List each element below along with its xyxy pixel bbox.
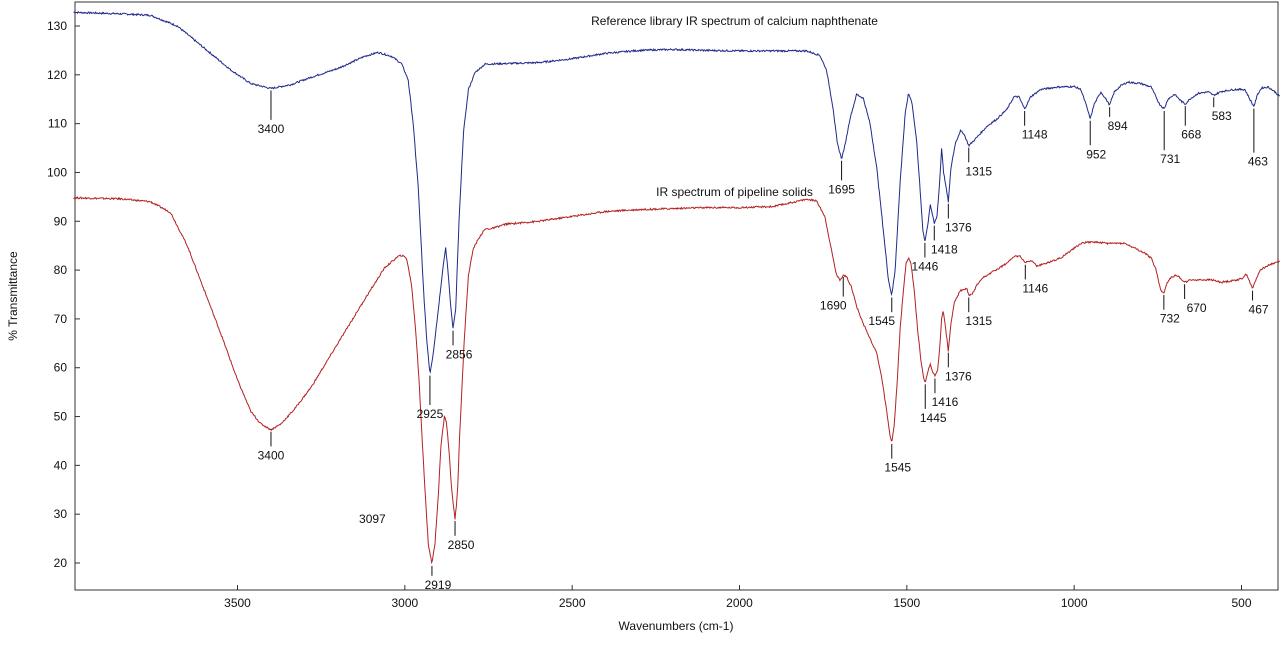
peak-label: 1445 xyxy=(920,411,947,425)
series-layer xyxy=(73,11,1280,565)
series-title: Reference library IR spectrum of calcium… xyxy=(591,14,878,28)
y-tick-label: 70 xyxy=(54,312,68,326)
plot-frame xyxy=(74,1,1279,591)
y-tick-label: 130 xyxy=(47,19,67,33)
series-line-reference xyxy=(73,11,1280,374)
annotation-label: 3097 xyxy=(359,512,386,526)
peak-label: 3400 xyxy=(258,122,285,136)
peak-label: 670 xyxy=(1187,301,1207,315)
peak-label: 731 xyxy=(1160,152,1180,166)
x-axis-ticks: 3500 3000 2500 2000 1500 1000 500 xyxy=(224,585,1252,610)
y-tick-label: 110 xyxy=(48,117,67,131)
x-tick-label: 1000 xyxy=(1061,596,1088,610)
peak-label: 1695 xyxy=(828,182,855,196)
x-tick-label: 3500 xyxy=(224,596,251,610)
y-tick-label: 20 xyxy=(54,556,68,570)
series-title: IR spectrum of pipeline solids xyxy=(656,185,813,199)
y-tick-label: 50 xyxy=(54,410,68,424)
peak-label: 1418 xyxy=(931,242,958,256)
y-tick-label: 90 xyxy=(54,214,68,228)
y-tick-label: 80 xyxy=(54,263,68,277)
peak-label: 668 xyxy=(1181,128,1201,142)
peak-label: 2919 xyxy=(425,578,452,592)
peak-label: 1376 xyxy=(945,369,972,383)
peak-label: 1148 xyxy=(1022,128,1048,142)
x-tick-label: 2500 xyxy=(559,596,586,610)
peak-label: 894 xyxy=(1108,119,1128,133)
y-axis-ticks: 20 30 40 50 60 70 80 90 100 110 120 130 xyxy=(47,19,80,570)
peak-label: 952 xyxy=(1086,147,1106,161)
peak-label: 1376 xyxy=(945,220,972,234)
x-tick-label: 1500 xyxy=(893,596,920,610)
peak-label: 732 xyxy=(1160,312,1180,326)
peak-label: 1446 xyxy=(912,260,939,274)
peak-label: 2856 xyxy=(446,347,473,361)
y-tick-label: 120 xyxy=(47,68,67,82)
y-tick-label: 40 xyxy=(54,458,68,472)
y-tick-label: 100 xyxy=(47,165,67,179)
peak-label: 1146 xyxy=(1022,281,1048,295)
y-tick-label: 60 xyxy=(54,361,68,375)
peak-label: 583 xyxy=(1212,109,1232,123)
peak-label: 1315 xyxy=(965,164,992,178)
x-tick-label: 500 xyxy=(1231,596,1251,610)
peak-label: 2925 xyxy=(417,407,444,421)
peak-label-layer: 3400 2925 2856 1695 1545 1446 1418 1376 1315 1148… xyxy=(258,90,1269,592)
peak-label: 1545 xyxy=(868,314,895,328)
peak-label: 3400 xyxy=(258,448,285,462)
peak-label: 2850 xyxy=(448,538,475,552)
annotation-layer: Reference library IR spectrum of calcium… xyxy=(359,14,878,526)
y-tick-label: 30 xyxy=(54,507,68,521)
series-line-pipeline-solids xyxy=(73,195,1280,565)
x-tick-label: 3000 xyxy=(391,596,418,610)
peak-label: 463 xyxy=(1248,155,1268,169)
x-axis-title: Wavenumbers (cm-1) xyxy=(619,619,734,633)
x-tick-label: 2000 xyxy=(726,596,753,610)
peak-label: 1416 xyxy=(932,395,959,409)
peak-label: 1545 xyxy=(884,461,911,475)
peak-label: 1690 xyxy=(820,299,847,313)
y-axis-title: % Transmittance xyxy=(6,251,20,341)
peak-label: 1315 xyxy=(965,314,992,328)
peak-label: 467 xyxy=(1249,302,1269,316)
